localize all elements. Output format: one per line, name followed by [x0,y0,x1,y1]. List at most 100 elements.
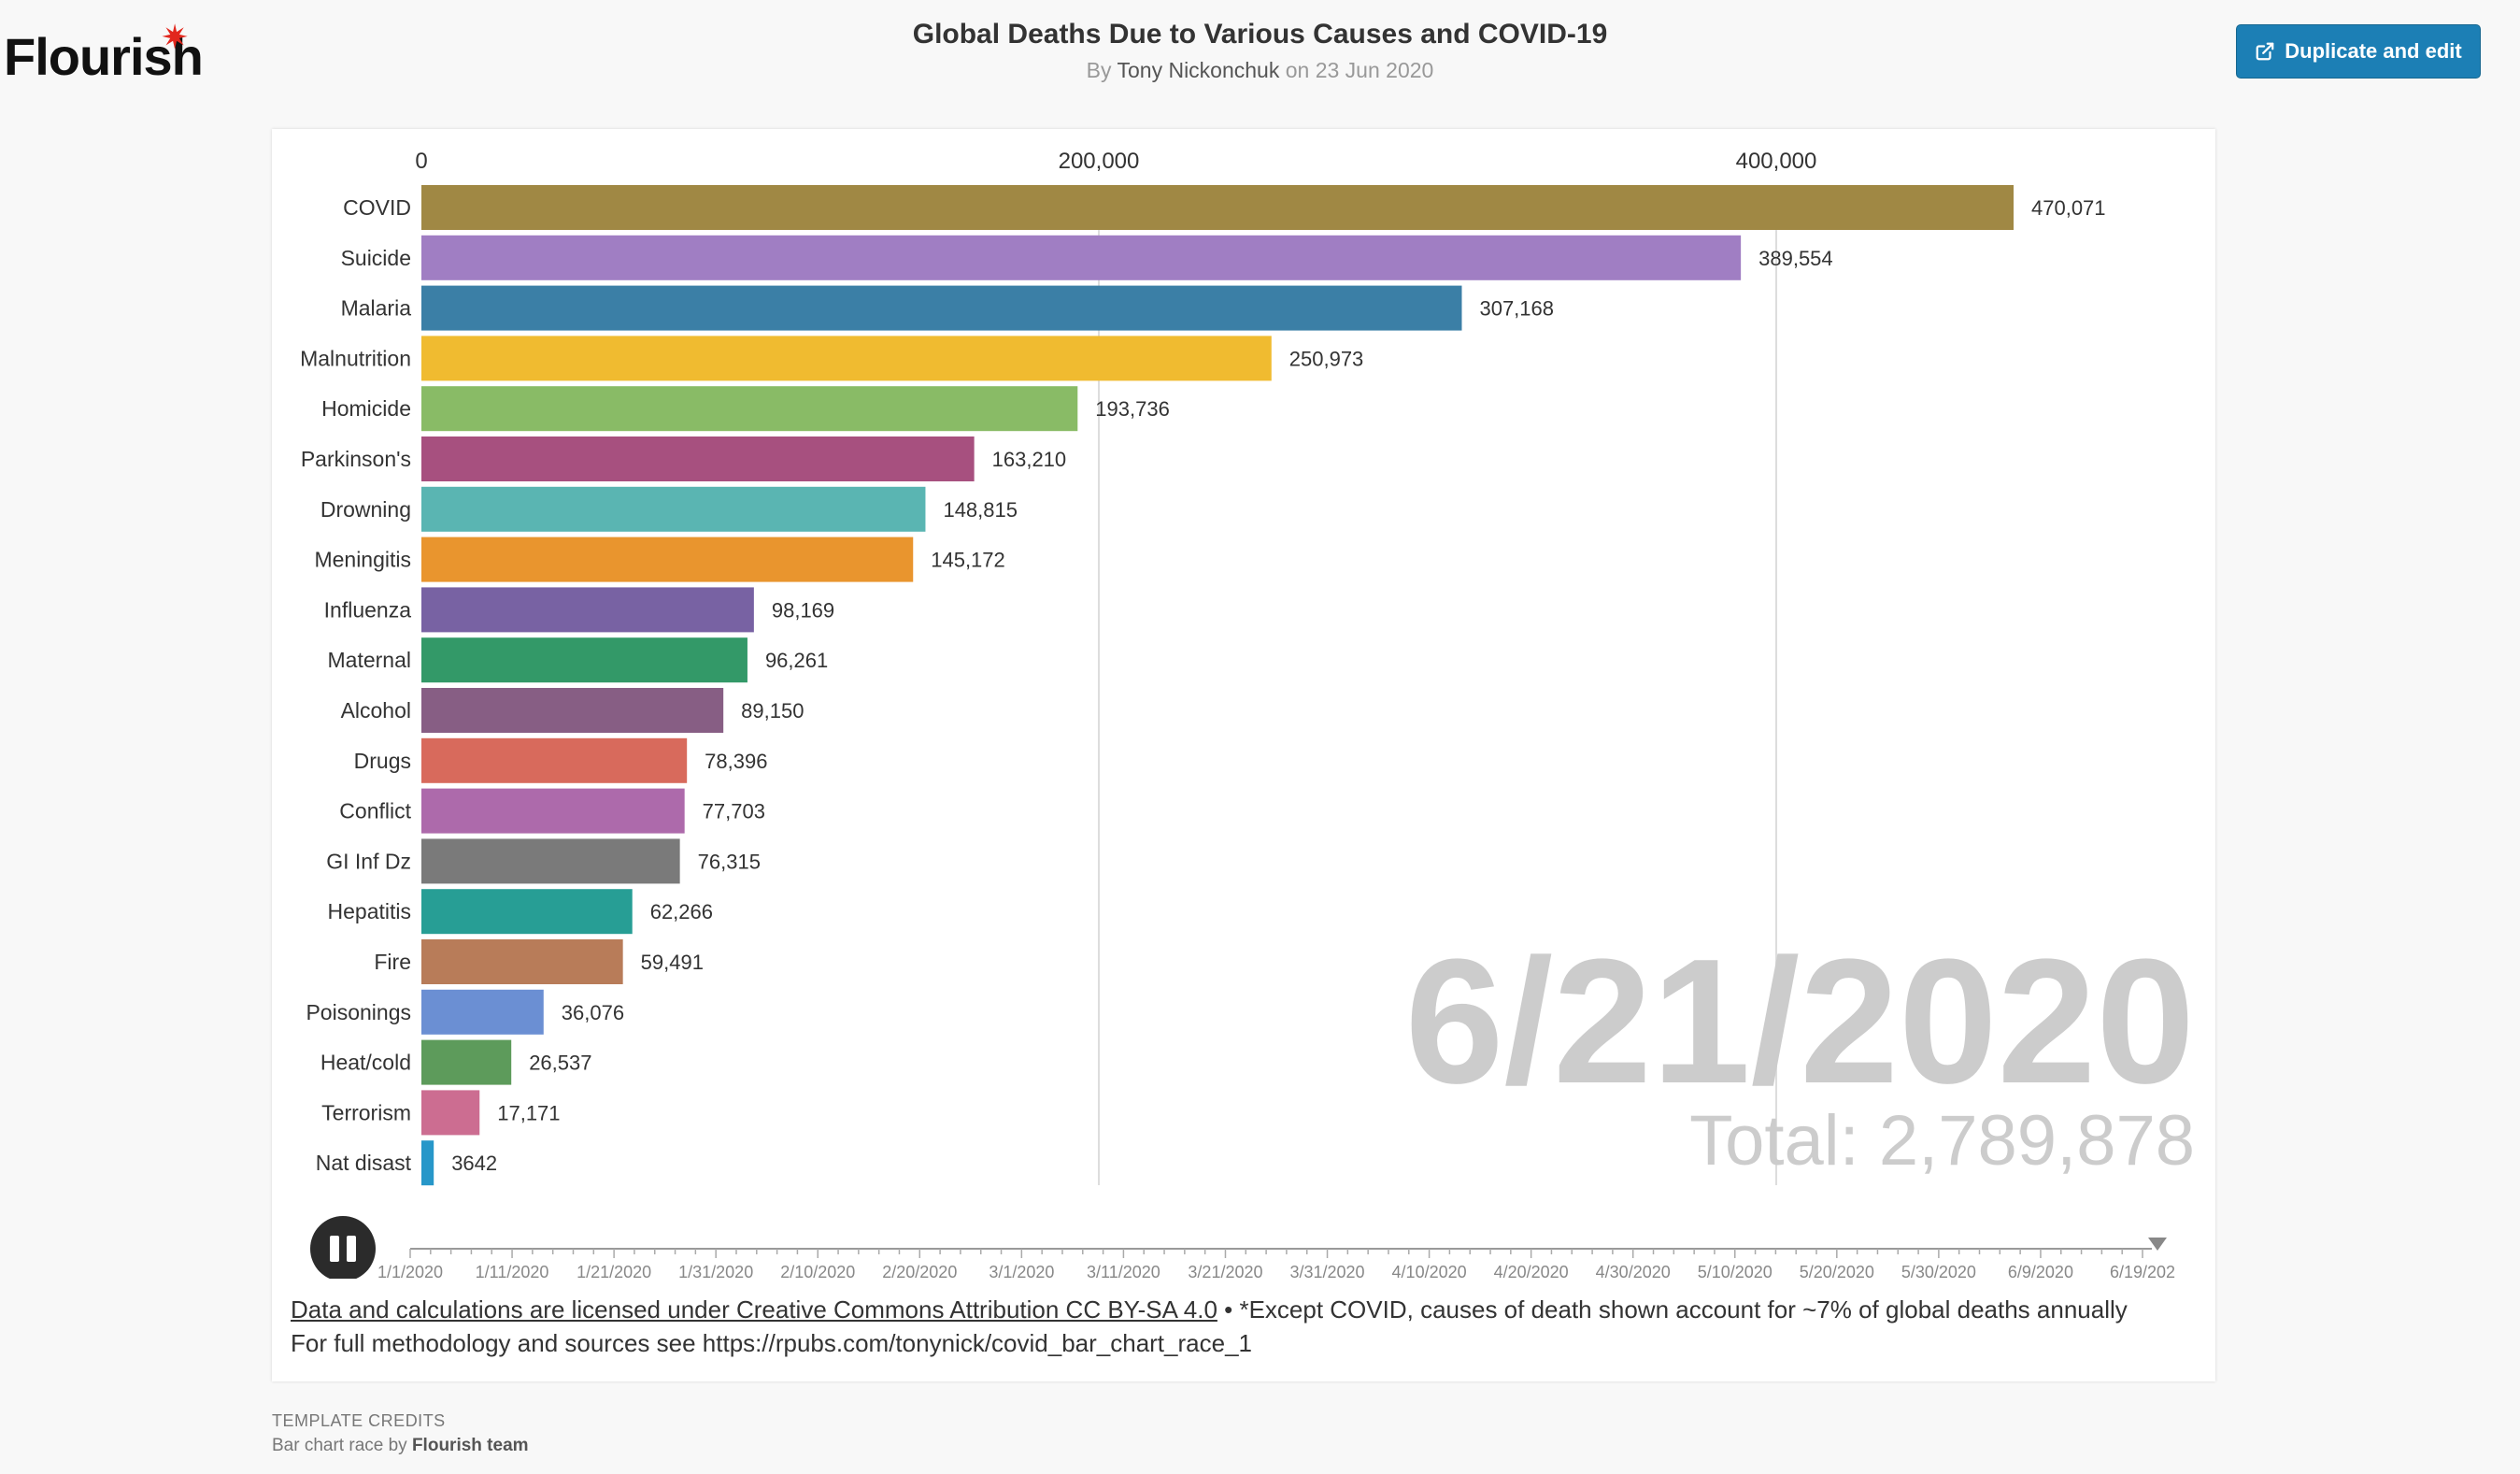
value-label: 389,554 [1758,247,1833,270]
flourish-logo[interactable]: Flourish [4,27,204,86]
value-label: 470,071 [2031,196,2106,220]
x-tick-label: 400,000 [1736,149,1817,174]
bar[interactable] [421,185,2015,230]
byline: By Tony Nickonchuk on 23 Jun 2020 [0,58,2520,83]
credits-prefix: Bar chart race by [272,1436,407,1455]
value-label: 250,973 [1289,347,1364,370]
bar[interactable] [421,1090,480,1136]
category-label: Influenza [324,597,412,622]
timeline-label[interactable]: 3/21/2020 [1188,1263,1262,1279]
category-label: Heat/cold [320,1051,411,1075]
total-label: Total: 2,789,878 [1689,1101,2195,1181]
value-label: 3642 [451,1152,497,1175]
pause-icon-left-bar [330,1236,339,1262]
template-credits-heading: TEMPLATE CREDITS [272,1411,446,1430]
publish-date: on 23 Jun 2020 [1285,58,1434,82]
timeline-label[interactable]: 6/19/202 [2110,1263,2175,1279]
timeline-label[interactable]: 4/10/2020 [1392,1263,1467,1279]
value-label: 17,171 [497,1101,560,1124]
bar[interactable] [421,1140,434,1186]
timeline-label[interactable]: 5/10/2020 [1698,1263,1773,1279]
category-label: Drowning [320,497,411,522]
author-name[interactable]: Tony Nickonchuk [1117,58,1280,82]
category-label: COVID [343,195,411,220]
category-label: Drugs [354,749,411,773]
value-label: 307,168 [1479,297,1554,321]
timeline-label[interactable]: 3/11/2020 [1087,1263,1160,1279]
category-label: Conflict [339,799,411,823]
bar[interactable] [421,336,1272,381]
byline-prefix: By [1086,58,1112,82]
pause-button[interactable] [310,1216,376,1279]
bar[interactable] [421,285,1462,331]
timeline-label[interactable]: 2/10/2020 [780,1263,855,1279]
timeline-label[interactable]: 1/31/2020 [678,1263,753,1279]
value-label: 96,261 [765,649,828,672]
category-label: Malaria [341,296,412,321]
category-label: Homicide [321,396,411,421]
value-label: 76,315 [698,850,761,873]
bar[interactable] [421,235,1742,280]
value-label: 148,815 [943,498,1018,522]
category-label: Suicide [341,246,411,270]
timeline-handle[interactable] [2148,1238,2167,1251]
timeline-label[interactable]: 4/20/2020 [1494,1263,1569,1279]
bar[interactable] [421,587,754,633]
value-label: 62,266 [650,900,713,923]
bar[interactable] [421,486,926,532]
bar[interactable] [421,838,680,884]
value-label: 98,169 [772,598,834,622]
category-label: Parkinson's [301,447,411,471]
value-label: 36,076 [562,1001,624,1024]
timeline-label[interactable]: 5/20/2020 [1800,1263,1874,1279]
value-label: 59,491 [641,951,704,974]
bar[interactable] [421,989,544,1035]
category-label: GI Inf Dz [326,849,411,873]
x-tick-label: 200,000 [1059,149,1140,174]
value-label: 145,172 [931,549,1005,572]
bar[interactable] [421,939,623,984]
timeline-label[interactable]: 6/9/2020 [2008,1263,2073,1279]
bar[interactable] [421,889,633,935]
bar[interactable] [421,737,688,783]
bar[interactable] [421,788,685,834]
chart-title: Global Deaths Due to Various Causes and … [912,19,1608,50]
category-label: Poisonings [306,1000,411,1024]
category-label: Malnutrition [300,346,411,370]
credits-team[interactable]: Flourish team [411,1436,529,1455]
template-credits: Bar chart race by Flourish team [272,1436,529,1456]
timeline-label[interactable]: 1/21/2020 [577,1263,651,1279]
timeline-label[interactable]: 3/1/2020 [989,1263,1054,1279]
value-label: 77,703 [703,800,765,823]
timeline-label[interactable]: 2/20/2020 [882,1263,957,1279]
timeline-label[interactable]: 1/11/2020 [476,1263,549,1279]
bar[interactable] [421,637,747,683]
timeline-label[interactable]: 1/1/2020 [377,1263,443,1279]
value-label: 193,736 [1095,397,1170,421]
category-label: Fire [374,950,411,974]
license-link[interactable]: Data and calculations are licensed under… [291,1295,1217,1324]
bar[interactable] [421,537,914,582]
footnote: • *Except COVID, causes of death shown a… [1217,1295,2128,1324]
pause-icon-right-bar [347,1236,356,1262]
value-label: 26,537 [529,1052,591,1075]
category-label: Meningitis [314,548,411,572]
duplicate-and-edit-label: Duplicate and edit [2285,39,2462,63]
category-label: Alcohol [341,698,411,723]
chart-card: 0 200,000 400,000 6/21/2020 Total: 2,789,878… [272,129,2215,1381]
flourish-star-icon: ✷ [161,18,190,56]
timeline-label[interactable]: 3/31/2020 [1289,1263,1364,1279]
bar[interactable] [421,386,1078,432]
category-label: Maternal [328,648,411,672]
bar[interactable] [421,688,724,733]
methodology-line: For full methodology and sources see htt… [291,1329,1252,1357]
value-label: 163,210 [992,448,1067,471]
bar[interactable] [421,1039,512,1085]
bar[interactable] [421,436,975,481]
current-date-label: 6/21/2020 [1405,923,2195,1121]
category-label: Hepatitis [328,899,411,923]
timeline-label[interactable]: 5/30/2020 [1901,1263,1976,1279]
timeline-label[interactable]: 4/30/2020 [1596,1263,1671,1279]
duplicate-and-edit-button[interactable]: Duplicate and edit [2236,24,2481,79]
